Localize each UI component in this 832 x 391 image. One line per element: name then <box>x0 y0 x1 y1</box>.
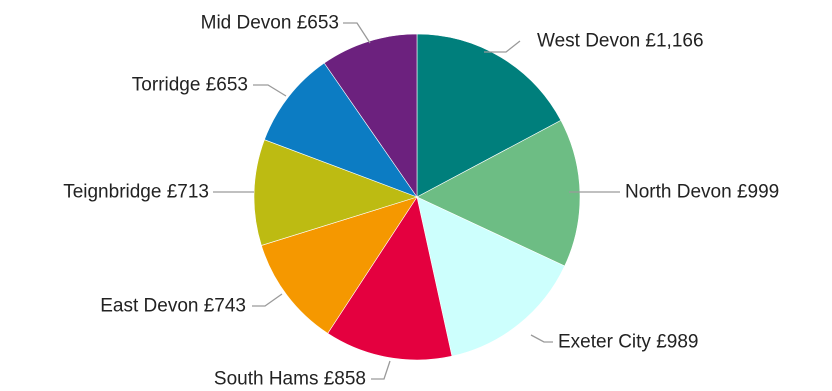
pie-slice-torridge <box>264 62 418 198</box>
slice-label-mid-devon: Mid Devon £653 <box>201 13 339 34</box>
leader-line-west-devon <box>484 40 521 53</box>
pie-slice-teignbridge <box>253 139 418 246</box>
slice-label-south-hams: South Hams £858 <box>214 369 366 390</box>
leader-line-exeter-city <box>530 334 553 343</box>
slice-label-torridge: Torridge £653 <box>132 75 248 96</box>
pie-slice-east-devon <box>260 196 418 334</box>
pie-slice-west-devon <box>416 33 562 198</box>
leader-line-east-devon <box>252 293 283 307</box>
pie-slices <box>253 33 581 361</box>
pie-slice-north-devon <box>416 119 581 267</box>
pie-slice-exeter-city <box>416 196 566 357</box>
leader-line-south-hams <box>371 360 391 380</box>
pie-slice-south-hams <box>327 196 453 361</box>
label-leader-lines <box>213 22 620 380</box>
slice-label-east-devon: East Devon £743 <box>100 296 246 317</box>
slice-labels: West Devon £1,166 North Devon £999 Exeter … <box>63 13 779 390</box>
slice-label-west-devon: West Devon £1,166 <box>537 31 704 52</box>
slice-label-north-devon: North Devon £999 <box>625 182 779 203</box>
leader-line-torridge <box>253 84 287 97</box>
slice-label-teignbridge: Teignbridge £713 <box>63 182 209 203</box>
leader-line-mid-devon <box>343 22 371 44</box>
slice-label-exeter-city: Exeter City £989 <box>558 332 698 353</box>
